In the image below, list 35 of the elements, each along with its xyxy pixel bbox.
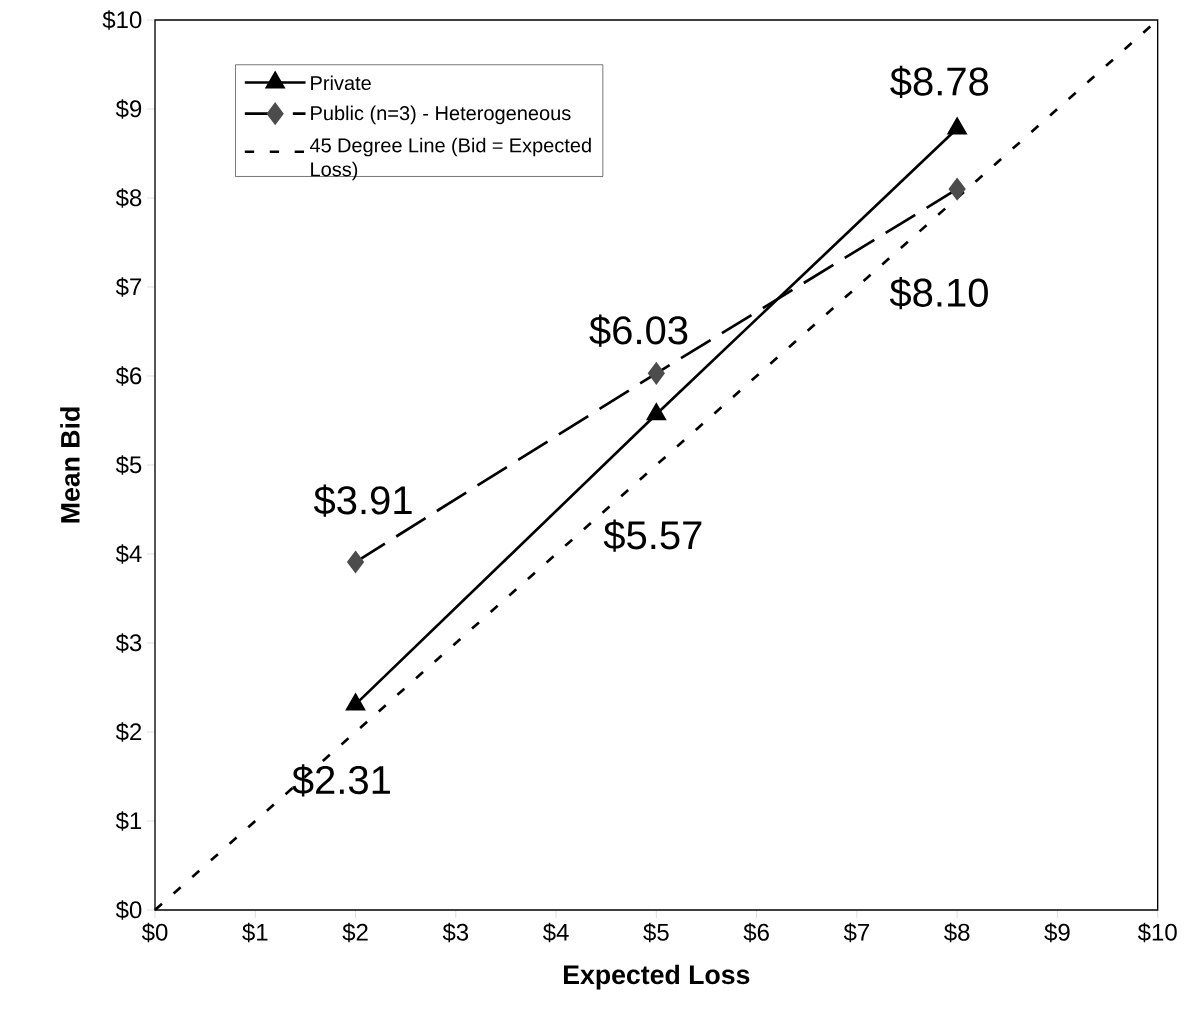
x-tick-label: $3 [442, 922, 469, 943]
x-tick-label: $1 [242, 922, 268, 943]
legend-label: Public (n=3) - Heterogeneous [311, 105, 571, 125]
y-tick-label: $7 [115, 277, 142, 297]
data-label: $8.10 [889, 276, 988, 310]
x-tick-label: $5 [643, 922, 669, 943]
point [646, 403, 666, 421]
y-tick-label: $6 [115, 366, 142, 386]
x-tick-label: $7 [843, 922, 870, 943]
y-tick-label: $3 [115, 633, 142, 653]
x-tick-label: $0 [141, 922, 168, 943]
y-tick-label: $4 [115, 544, 142, 564]
x-tick-label: $4 [542, 922, 569, 943]
data-label: $5.57 [603, 519, 702, 552]
x-axis-title: Expected Loss [564, 964, 750, 990]
x-tick-label: $10 [1137, 922, 1177, 943]
x-tick-label: $6 [743, 922, 769, 943]
data-label: $2.31 [292, 764, 390, 797]
data-label: $6.03 [589, 314, 688, 347]
y-tick-label: $10 [102, 10, 142, 30]
x-tick-label: $9 [1044, 922, 1070, 943]
data-label: $8.78 [890, 65, 989, 99]
y-axis-title: Mean Bid [60, 407, 80, 523]
x-tick-label: $8 [944, 922, 970, 943]
legend-label: Private [311, 75, 371, 91]
point [346, 693, 365, 711]
y-tick-label: $2 [115, 722, 142, 742]
x-tick-label: $2 [342, 922, 368, 943]
y-tick-label: $1 [115, 811, 142, 831]
y-tick-label: $0 [115, 900, 142, 920]
y-tick-label: $9 [115, 99, 142, 119]
y-tick-label: $8 [115, 188, 142, 208]
data-label: $3.91 [313, 484, 412, 517]
legend-label: 45 Degree Line (Bid = Expected Loss) [309, 137, 591, 181]
y-tick-label: $5 [115, 455, 142, 475]
